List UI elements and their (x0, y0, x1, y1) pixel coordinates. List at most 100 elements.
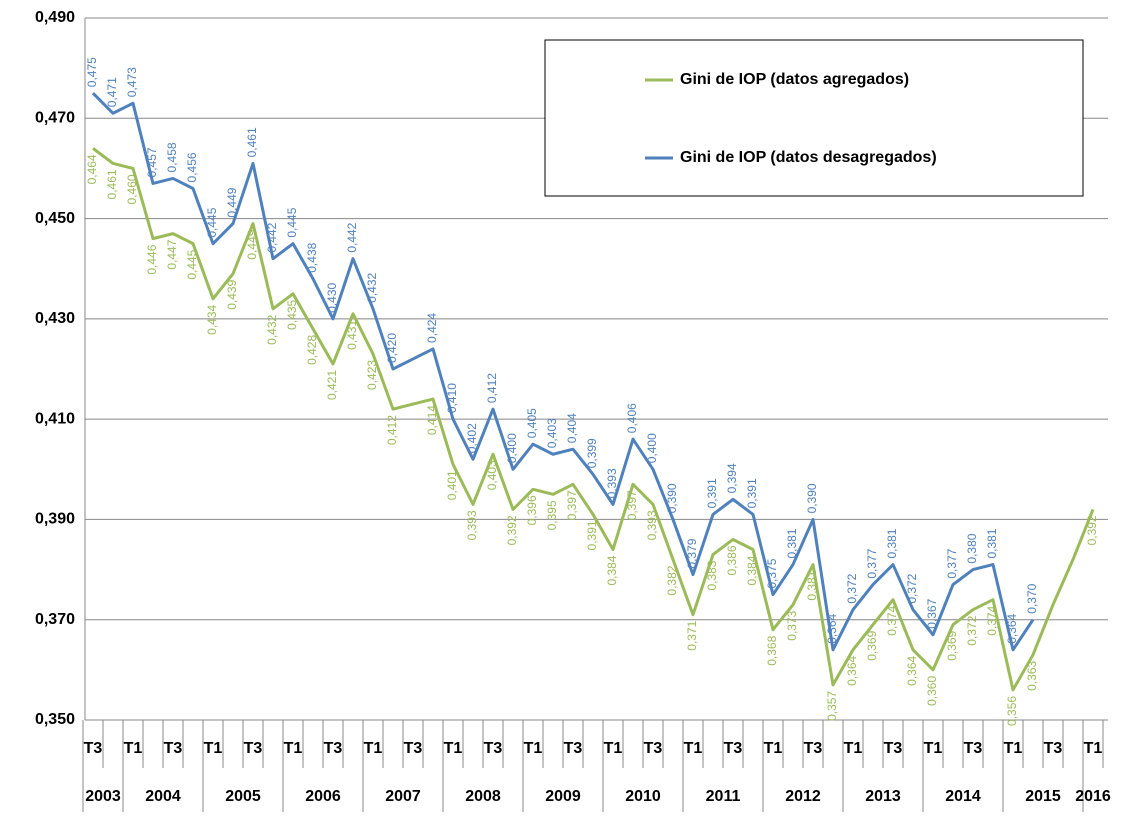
value-label: 0,401 (445, 470, 459, 500)
value-label: 0,464 (85, 154, 99, 184)
x-tick-label: T3 (564, 740, 583, 757)
x-tick-label: T3 (484, 740, 503, 757)
value-label: 0,460 (125, 174, 139, 204)
value-label: 0,399 (585, 438, 599, 468)
value-label: 0,434 (205, 304, 219, 334)
x-tick-label: T1 (1084, 740, 1103, 757)
x-tick-label: T3 (884, 740, 903, 757)
value-label: 0,458 (165, 142, 179, 172)
value-label: 0,384 (745, 555, 759, 585)
x-tick-label: T1 (1004, 740, 1023, 757)
value-label: 0,374 (885, 605, 899, 635)
value-label: 0,381 (805, 570, 819, 600)
value-label: 0,428 (305, 335, 319, 365)
value-label: 0,395 (545, 500, 559, 530)
y-tick-label: 0,370 (35, 611, 75, 628)
value-label: 0,435 (285, 299, 299, 329)
value-label: 0,438 (305, 242, 319, 272)
value-label: 0,391 (585, 520, 599, 550)
value-label: 0,393 (605, 468, 619, 498)
value-label: 0,369 (945, 630, 959, 660)
value-label: 0,372 (905, 573, 919, 603)
value-label: 0,380 (965, 533, 979, 563)
year-label: 2008 (465, 788, 501, 805)
x-tick-label: T1 (364, 740, 383, 757)
value-label: 0,391 (745, 478, 759, 508)
value-label: 0,421 (325, 370, 339, 400)
value-label: 0,424 (425, 313, 439, 343)
value-label: 0,390 (805, 483, 819, 513)
value-label: 0,449 (245, 229, 259, 259)
legend-box (544, 39, 1084, 197)
x-tick-label: T3 (404, 740, 423, 757)
value-label: 0,400 (645, 433, 659, 463)
x-tick-label: T3 (964, 740, 983, 757)
value-label: 0,432 (265, 315, 279, 345)
value-label: 0,420 (385, 333, 399, 363)
value-label: 0,370 (1025, 583, 1039, 613)
value-label: 0,442 (345, 222, 359, 252)
year-label: 2013 (865, 788, 901, 805)
x-tick-label: T1 (124, 740, 143, 757)
value-label: 0,430 (325, 283, 339, 313)
value-label: 0,393 (645, 510, 659, 540)
x-tick-label: T3 (804, 740, 823, 757)
value-label: 0,383 (705, 560, 719, 590)
x-tick-label: T3 (84, 740, 103, 757)
value-label: 0,393 (465, 510, 479, 540)
value-label: 0,392 (505, 515, 519, 545)
value-label: 0,391 (705, 478, 719, 508)
year-label: 2006 (305, 788, 341, 805)
value-label: 0,373 (785, 610, 799, 640)
value-label: 0,412 (485, 373, 499, 403)
value-label: 0,414 (425, 405, 439, 435)
value-label: 0,379 (685, 538, 699, 568)
value-label: 0,363 (1025, 660, 1039, 690)
value-label: 0,442 (265, 222, 279, 252)
value-label: 0,381 (985, 528, 999, 558)
y-tick-label: 0,470 (35, 110, 75, 127)
x-tick-label: T1 (684, 740, 703, 757)
year-label: 2012 (785, 788, 821, 805)
x-tick-label: T1 (604, 740, 623, 757)
value-label: 0,403 (545, 418, 559, 448)
value-label: 0,375 (765, 558, 779, 588)
legend-label: Gini de IOP (datos agregados) (680, 71, 909, 88)
year-label: 2010 (625, 788, 661, 805)
value-label: 0,364 (825, 613, 839, 643)
value-label: 0,372 (965, 615, 979, 645)
value-label: 0,377 (865, 548, 879, 578)
value-label: 0,371 (685, 620, 699, 650)
value-label: 0,394 (725, 463, 739, 493)
value-label: 0,368 (765, 635, 779, 665)
x-tick-label: T1 (924, 740, 943, 757)
x-tick-label: T1 (284, 740, 303, 757)
value-label: 0,475 (85, 57, 99, 87)
value-label: 0,364 (845, 655, 859, 685)
x-tick-label: T1 (844, 740, 863, 757)
value-label: 0,404 (565, 413, 579, 443)
year-label: 2016 (1075, 788, 1111, 805)
value-label: 0,360 (925, 676, 939, 706)
value-label: 0,397 (625, 490, 639, 520)
value-label: 0,461 (105, 169, 119, 199)
year-label: 2007 (385, 788, 421, 805)
value-label: 0,377 (945, 548, 959, 578)
value-label: 0,461 (245, 127, 259, 157)
value-label: 0,431 (345, 320, 359, 350)
value-label: 0,396 (525, 495, 539, 525)
value-label: 0,382 (665, 565, 679, 595)
value-label: 0,406 (625, 403, 639, 433)
value-label: 0,439 (225, 279, 239, 309)
value-label: 0,403 (485, 460, 499, 490)
value-label: 0,381 (885, 528, 899, 558)
y-tick-label: 0,350 (35, 711, 75, 728)
year-label: 2011 (706, 788, 741, 805)
series-line (92, 147, 1095, 692)
value-label: 0,410 (445, 383, 459, 413)
value-label: 0,357 (825, 691, 839, 721)
year-label: 2014 (945, 788, 981, 805)
value-label: 0,447 (165, 239, 179, 269)
y-tick-label: 0,390 (35, 511, 75, 528)
